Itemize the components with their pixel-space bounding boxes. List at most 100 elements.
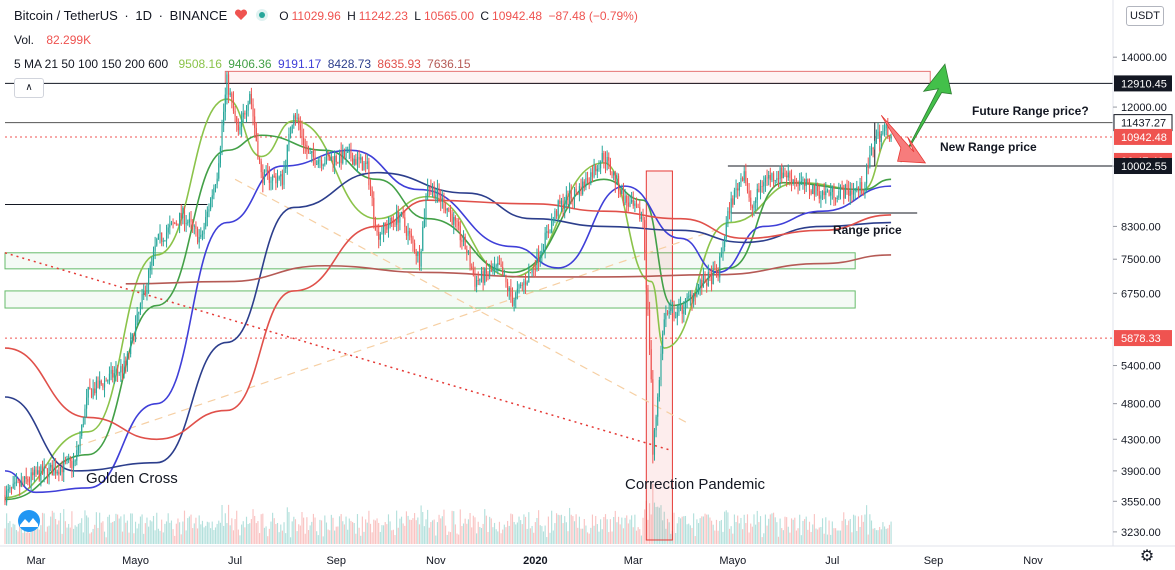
volume-bar bbox=[6, 513, 8, 544]
candle-body bbox=[25, 476, 27, 479]
candle-body bbox=[63, 460, 65, 473]
candle-body bbox=[69, 459, 71, 461]
gear-icon[interactable]: ⚙ bbox=[1139, 548, 1155, 565]
volume-bar bbox=[601, 529, 603, 544]
volume-bar bbox=[678, 517, 680, 544]
volume-bar bbox=[862, 521, 864, 544]
volume-bar bbox=[728, 528, 731, 544]
volume-bar bbox=[732, 533, 734, 544]
candle-body bbox=[707, 272, 709, 286]
collapse-icon[interactable]: ∧ bbox=[14, 78, 44, 98]
symbol-legend[interactable]: Bitcoin / TetherUS · 1D · BINANCE O 11029… bbox=[14, 8, 644, 25]
volume-bar bbox=[283, 522, 285, 544]
volume-bar bbox=[795, 530, 797, 544]
volume-bar bbox=[600, 519, 602, 544]
interval[interactable]: 1D bbox=[135, 8, 152, 23]
candle-body bbox=[219, 147, 221, 164]
ma-line-ma200 bbox=[125, 254, 892, 285]
candle-body bbox=[839, 186, 842, 192]
symbol-name[interactable]: Bitcoin / TetherUS bbox=[14, 8, 118, 23]
candle-body bbox=[595, 165, 597, 172]
candle-body bbox=[201, 234, 204, 236]
volume-bar bbox=[547, 516, 549, 544]
candle-body bbox=[433, 186, 435, 199]
candle-body bbox=[622, 188, 625, 203]
candle-body bbox=[126, 353, 128, 366]
volume-bar bbox=[143, 533, 145, 544]
candle-body bbox=[311, 150, 313, 154]
ma150-value: 8635.93 bbox=[377, 57, 421, 71]
volume-bar bbox=[657, 506, 659, 544]
candle-body bbox=[671, 308, 673, 310]
price-tick-label: 3900.00 bbox=[1121, 466, 1161, 478]
candle-body bbox=[758, 188, 760, 193]
volume-bar bbox=[482, 523, 484, 544]
candle-body bbox=[157, 234, 159, 240]
volume-bar bbox=[249, 523, 251, 544]
volume-bar bbox=[617, 516, 620, 544]
volume-legend[interactable]: Vol. 82.299K bbox=[14, 33, 94, 47]
volume-bar bbox=[148, 526, 150, 544]
volume-bar bbox=[180, 534, 182, 544]
volume-bar bbox=[777, 536, 780, 544]
candle-body bbox=[316, 164, 318, 165]
volume-bar bbox=[697, 523, 700, 544]
candle-body bbox=[105, 380, 107, 382]
candle-body bbox=[497, 263, 499, 266]
candle-body bbox=[554, 211, 556, 220]
tradingview-logo-icon[interactable] bbox=[16, 510, 42, 532]
candle-body bbox=[487, 273, 489, 276]
ma-legend[interactable]: 5 MA 21 50 100 150 200 600 9508.16 9406.… bbox=[14, 57, 474, 71]
volume-bar bbox=[417, 517, 419, 544]
volume-bar bbox=[361, 516, 363, 544]
candle-body bbox=[567, 194, 569, 205]
volume-bar bbox=[332, 517, 334, 544]
candle-body bbox=[547, 231, 549, 234]
volume-bar bbox=[487, 532, 489, 544]
volume-bar bbox=[670, 533, 672, 544]
candle-body bbox=[417, 252, 419, 256]
candle-body bbox=[360, 157, 362, 160]
candle-body bbox=[539, 255, 541, 262]
support-zone-lower bbox=[4, 290, 856, 309]
candle-body bbox=[234, 110, 236, 117]
volume-bar bbox=[138, 523, 140, 544]
candle-body bbox=[588, 182, 590, 184]
annotation-new-range-price: New Range price bbox=[940, 140, 1037, 154]
volume-bar bbox=[604, 514, 607, 544]
candle-body bbox=[480, 271, 483, 279]
volume-bar bbox=[146, 517, 148, 544]
candle-body bbox=[68, 459, 70, 460]
candle-body bbox=[139, 303, 142, 312]
candle-body bbox=[120, 366, 122, 373]
candle-body bbox=[774, 180, 776, 182]
volume-bar bbox=[773, 512, 775, 544]
volume-bar bbox=[117, 514, 119, 544]
candle-body bbox=[782, 172, 784, 179]
volume-bar bbox=[603, 517, 605, 544]
candle-body bbox=[875, 136, 877, 143]
candle-body bbox=[538, 252, 540, 262]
candle-body bbox=[769, 175, 771, 181]
currency-button[interactable]: USDT bbox=[1126, 6, 1164, 26]
volume-bar bbox=[805, 516, 807, 544]
volume-bar bbox=[782, 530, 784, 544]
candle-body bbox=[572, 198, 574, 200]
candle-body bbox=[138, 311, 140, 314]
candle-body bbox=[797, 183, 799, 186]
candle-body bbox=[555, 211, 558, 217]
volume-bar bbox=[77, 523, 80, 544]
heart-icon[interactable] bbox=[234, 9, 248, 24]
candle-body bbox=[658, 379, 660, 397]
candle-body bbox=[347, 151, 349, 153]
candle-body bbox=[851, 190, 853, 195]
volume-bar bbox=[188, 516, 190, 544]
candle-body bbox=[373, 197, 375, 219]
candle-body bbox=[241, 117, 243, 128]
candle-body bbox=[693, 293, 695, 302]
volume-bar bbox=[593, 525, 595, 544]
candle-body bbox=[17, 481, 19, 483]
volume-bar bbox=[89, 533, 91, 544]
candle-body bbox=[123, 360, 125, 373]
